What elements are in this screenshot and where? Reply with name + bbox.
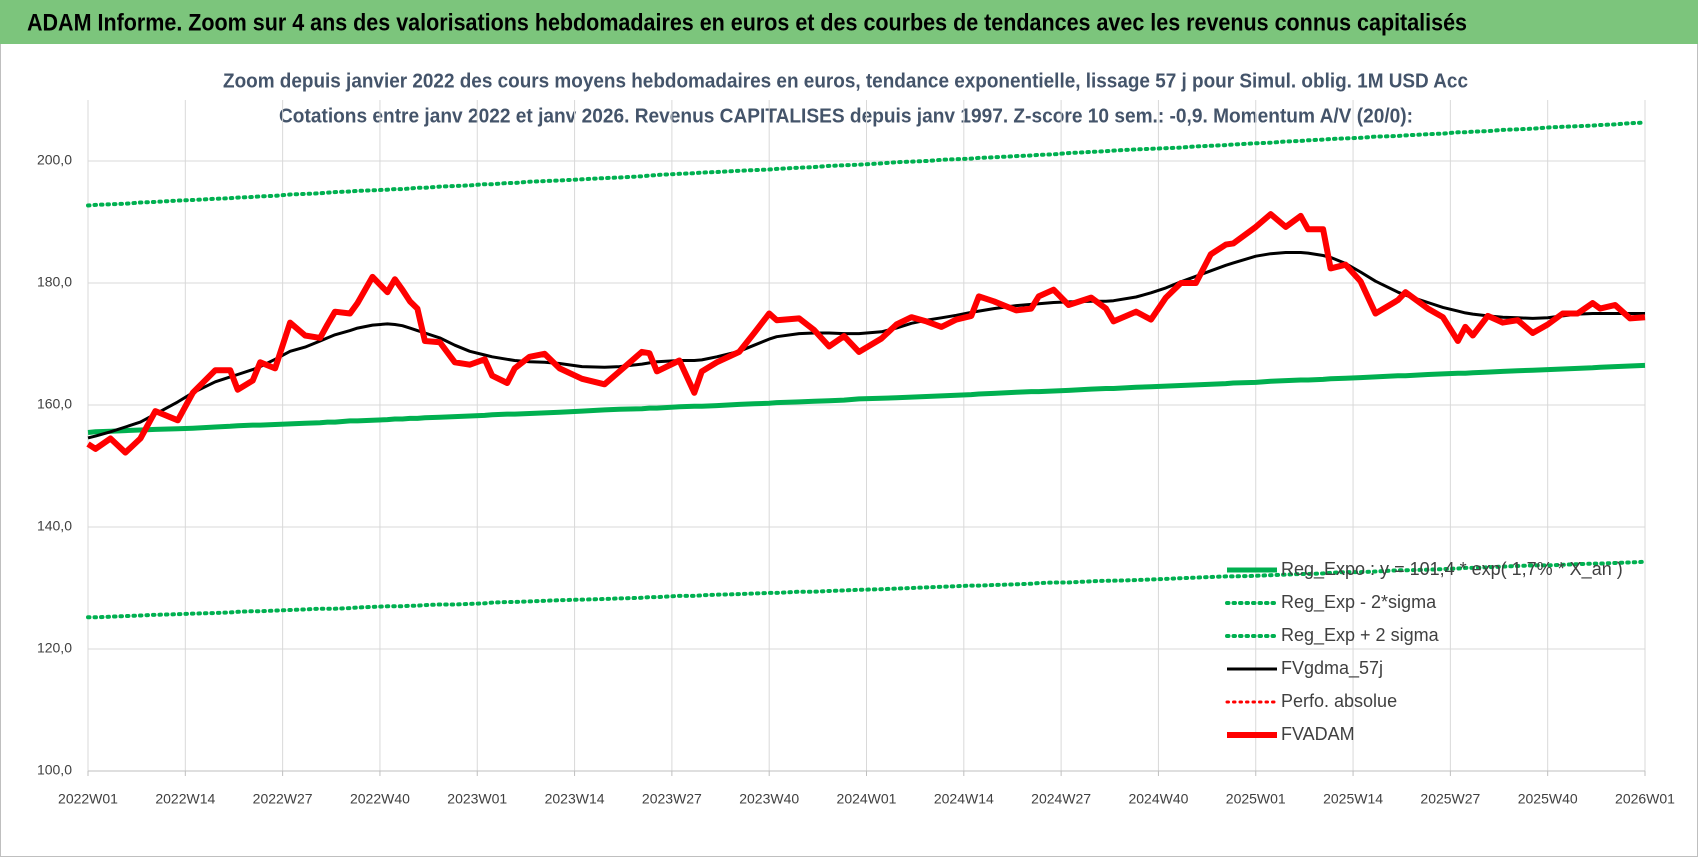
x-tick-label: 2025W27 [1420, 791, 1480, 807]
series-line [87, 362, 1646, 435]
legend-label: Reg_Expo : y = 101,4 * exp( 1,7% * X_an … [1281, 559, 1623, 580]
x-tick-label: 2025W40 [1518, 791, 1578, 807]
y-tick-label: 120,0 [37, 640, 72, 656]
x-tick-label: 2023W40 [739, 791, 799, 807]
y-tick-label: 180,0 [37, 274, 72, 290]
x-tick-label: 2023W27 [642, 791, 702, 807]
series-line [86, 120, 1647, 208]
x-tick-label: 2024W40 [1128, 791, 1188, 807]
x-tick-label: 2023W01 [447, 791, 507, 807]
series-line [86, 211, 1646, 456]
x-tick-label: 2025W14 [1323, 791, 1383, 807]
legend-label: Reg_Exp - 2*sigma [1281, 592, 1437, 613]
x-tick-label: 2023W14 [545, 791, 605, 807]
x-tick-label: 2022W27 [253, 791, 313, 807]
legend-label: Perfo. absolue [1281, 691, 1397, 711]
legend-label: FVgdma_57j [1281, 658, 1383, 679]
x-tick-label: 2025W01 [1226, 791, 1286, 807]
y-tick-label: 160,0 [37, 396, 72, 412]
y-tick-label: 100,0 [37, 762, 72, 778]
legend-label: FVADAM [1281, 724, 1355, 744]
x-tick-label: 2026W01 [1615, 791, 1675, 807]
header-bar [0, 0, 1698, 44]
header-title: ADAM Informe. Zoom sur 4 ans des valoris… [27, 9, 1467, 36]
x-tick-label: 2024W14 [934, 791, 994, 807]
chart-title: Zoom depuis janvier 2022 des cours moyen… [223, 70, 1468, 92]
x-tick-label: 2022W01 [58, 791, 118, 807]
x-tick-label: 2024W27 [1031, 791, 1091, 807]
x-tick-label: 2022W14 [155, 791, 215, 807]
x-tick-label: 2024W01 [837, 791, 897, 807]
y-tick-label: 200,0 [37, 152, 72, 168]
series-line [86, 559, 1647, 620]
legend-label: Reg_Exp + 2 sigma [1281, 625, 1440, 646]
x-tick-label: 2022W40 [350, 791, 410, 807]
chart-subtitle: Cotations entre janv 2022 et janv 2026. … [279, 105, 1413, 127]
y-tick-label: 140,0 [37, 518, 72, 534]
